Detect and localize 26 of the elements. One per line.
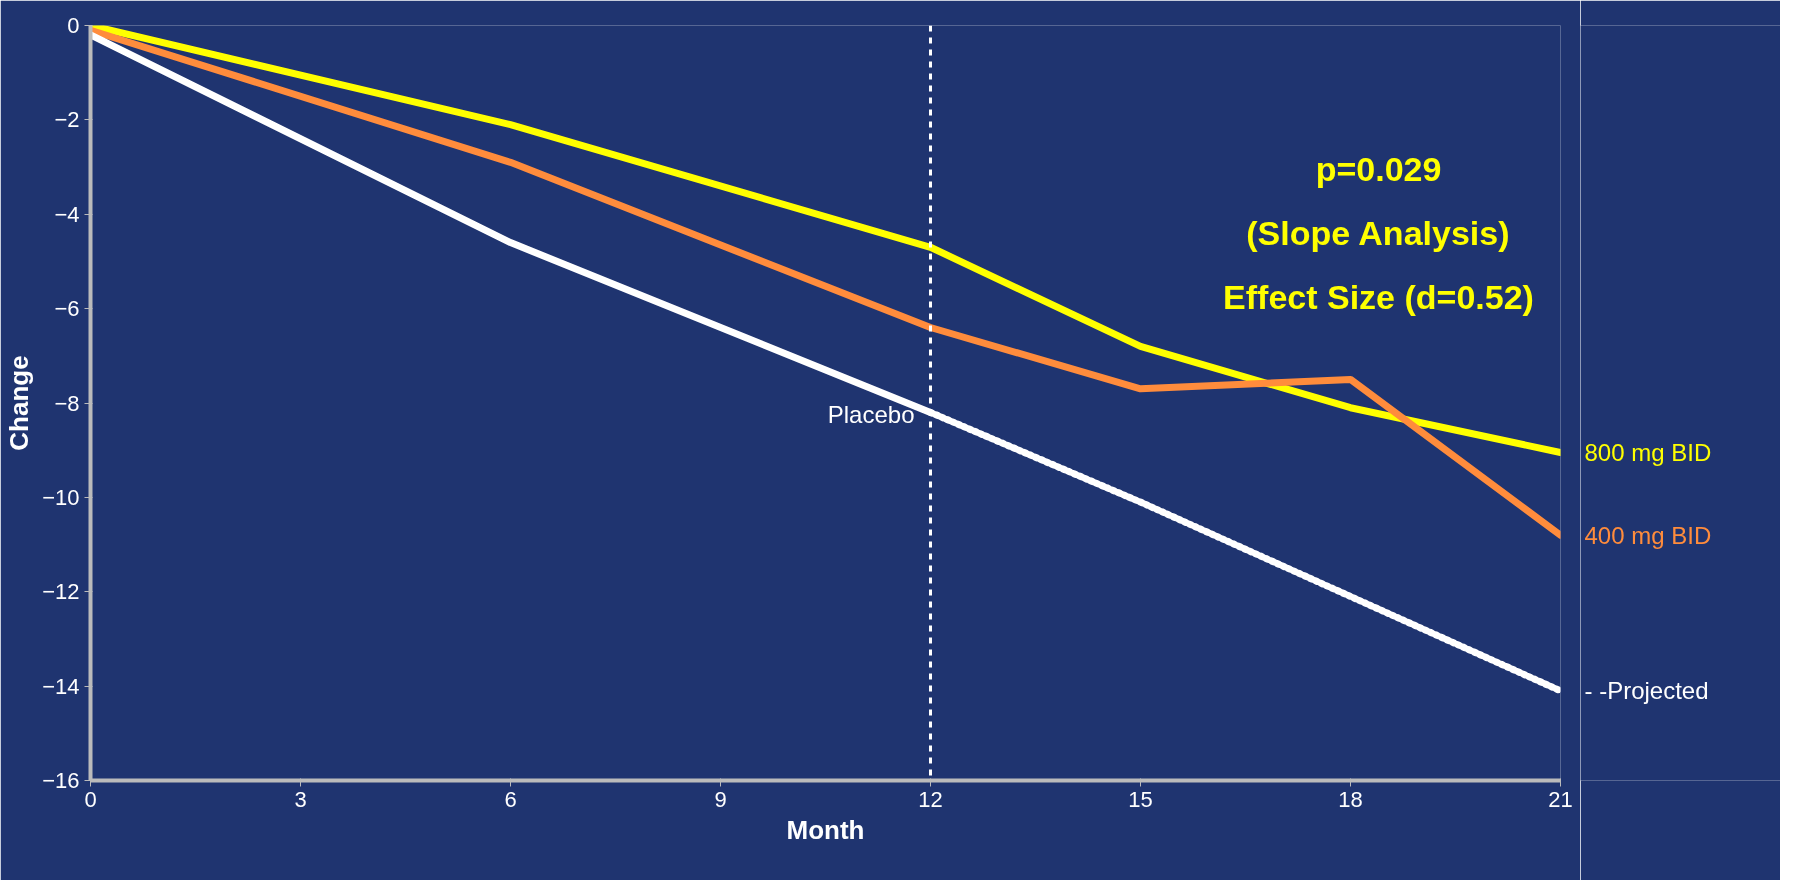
x-tick-label: 0: [84, 786, 97, 812]
annotation: (Slope Analysis): [1246, 214, 1510, 253]
x-tick-label: 12: [918, 786, 943, 812]
x-tick-label: 9: [714, 786, 727, 812]
y-tick-label: −2: [54, 107, 80, 133]
series-label: 400 mg BID: [1584, 521, 1712, 549]
annotation: p=0.029: [1315, 149, 1442, 188]
y-tick-label: 0: [67, 13, 80, 38]
y-tick-label: −8: [54, 390, 80, 416]
series-label: 800 mg BID: [1584, 439, 1712, 467]
series-label: - -Projected: [1584, 677, 1709, 705]
x-tick-label: 21: [1548, 786, 1573, 812]
y-tick-label: −16: [42, 768, 80, 793]
annotation: Effect Size (d=0.52): [1223, 278, 1534, 317]
y-tick-label: −14: [42, 673, 80, 699]
x-tick-label: 6: [504, 786, 517, 812]
series-label: Placebo: [827, 401, 915, 429]
x-tick-label: 3: [294, 786, 307, 812]
y-tick-label: −10: [42, 484, 80, 510]
x-axis-title: Month: [786, 814, 865, 845]
y-tick-label: −4: [54, 201, 80, 227]
y-tick-label: −6: [54, 296, 80, 322]
y-tick-label: −12: [42, 579, 80, 605]
x-tick-label: 15: [1128, 786, 1153, 812]
x-tick-label: 18: [1338, 786, 1363, 812]
y-axis-title: Change: [4, 355, 35, 451]
